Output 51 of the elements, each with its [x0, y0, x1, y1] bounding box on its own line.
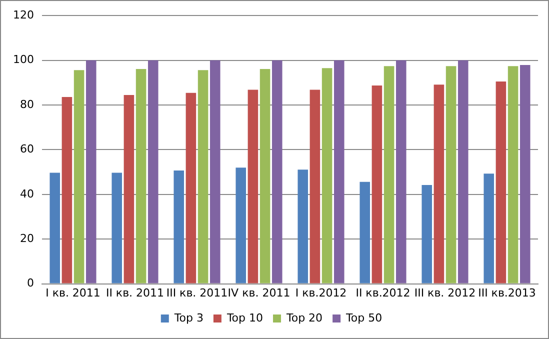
bar — [248, 90, 258, 284]
bar — [210, 60, 220, 284]
bar — [484, 174, 494, 284]
bar — [174, 170, 184, 284]
bar — [148, 60, 158, 284]
y-tick-label: 100 — [12, 53, 34, 66]
bar — [124, 94, 134, 284]
legend-label: Top 10 — [226, 311, 264, 324]
bar — [198, 70, 208, 284]
y-tick-label: 120 — [12, 8, 34, 22]
bar — [50, 172, 60, 284]
bar — [310, 90, 320, 284]
bar — [458, 60, 468, 284]
y-tick-label: 20 — [20, 232, 34, 245]
y-tick-label: 0 — [26, 276, 34, 290]
bar — [334, 60, 344, 284]
bar — [236, 168, 246, 284]
bar — [396, 60, 406, 284]
bar — [112, 172, 122, 284]
legend-label: Top 20 — [286, 311, 323, 324]
bar — [508, 66, 518, 284]
bar — [446, 66, 456, 284]
legend-label: Top 50 — [345, 311, 382, 324]
legend-label: Top 3 — [173, 311, 204, 324]
bar — [384, 66, 394, 284]
bar — [496, 82, 506, 284]
bar — [74, 70, 84, 284]
bar — [186, 92, 196, 284]
bar — [298, 170, 308, 284]
bar — [422, 185, 432, 284]
bar — [322, 68, 332, 284]
x-tick-label: III кв.2013 — [478, 286, 536, 300]
y-tick-label: 60 — [20, 142, 34, 156]
x-tick-label: II кв.2012 — [356, 286, 410, 300]
x-tick-label: IV кв. 2011 — [228, 286, 290, 300]
bar — [360, 182, 370, 284]
y-tick-label: 80 — [20, 98, 34, 111]
bar — [520, 64, 530, 284]
x-tick-label: I кв.2012 — [295, 286, 347, 300]
y-tick-label: 40 — [20, 187, 34, 200]
x-tick-label: III кв. 2011 — [166, 286, 228, 300]
bar — [86, 60, 96, 284]
bar — [260, 69, 270, 284]
bar — [62, 96, 72, 284]
x-tick-label: I кв. 2011 — [46, 286, 100, 300]
bar — [272, 60, 282, 284]
bar — [434, 84, 444, 284]
bar — [136, 69, 146, 284]
x-tick-label: III кв. 2012 — [414, 286, 476, 300]
x-tick-label: II кв. 2011 — [106, 286, 164, 300]
bar — [372, 86, 382, 284]
